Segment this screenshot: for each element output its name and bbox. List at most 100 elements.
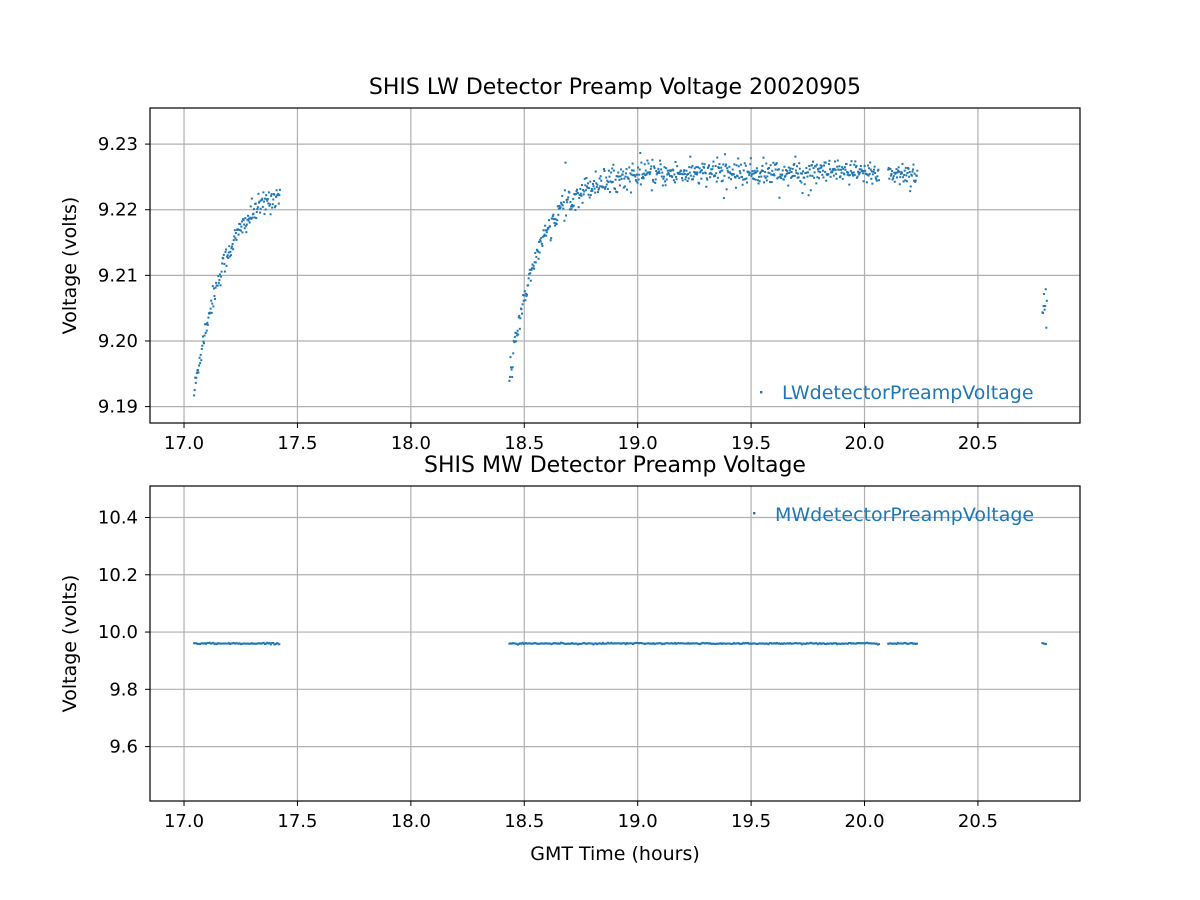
lw-data-point <box>767 166 770 169</box>
mw-data-point <box>594 642 597 645</box>
lw-data-point <box>594 191 597 194</box>
lw-data-point <box>594 170 597 173</box>
mw-data-point <box>1041 642 1044 645</box>
mw-data-point <box>555 642 558 645</box>
mw-legend: MWdetectorPreampVoltage <box>753 504 1034 526</box>
lw-data-point <box>256 208 259 211</box>
mw-data-point <box>547 642 550 645</box>
mw-data-point <box>237 642 240 645</box>
mw-data-point <box>671 642 674 645</box>
lw-data-point <box>725 163 728 166</box>
lw-data-point <box>563 219 566 222</box>
lw-data-point <box>806 175 809 178</box>
mw-data-point <box>537 642 540 645</box>
lw-data-point <box>674 160 677 163</box>
lw-data-point <box>563 189 566 192</box>
mw-data-point <box>732 641 735 644</box>
lw-data-point <box>199 353 202 356</box>
lw-data-point <box>877 179 880 182</box>
lw-data-point <box>545 234 548 237</box>
lw-data-point <box>876 175 879 178</box>
mw-data-point <box>209 642 212 645</box>
lw-data-point <box>838 165 841 168</box>
mw-data-point <box>709 642 712 645</box>
lw-data-point <box>626 176 629 179</box>
lw-data-point <box>646 171 649 174</box>
lw-data-point <box>898 170 901 173</box>
mw-data-point <box>649 642 652 645</box>
mw-data-point <box>738 642 741 645</box>
lw-data-point <box>527 284 530 287</box>
mw-data-point <box>242 642 245 645</box>
lw-data-point <box>914 180 917 183</box>
lw-data-point <box>205 329 208 332</box>
mw-data-point <box>750 642 753 645</box>
lw-data-point <box>863 164 866 167</box>
mw-data-point <box>544 642 547 645</box>
lw-data-point <box>646 159 649 162</box>
lw-data-point <box>604 187 607 190</box>
mw-data-point <box>797 642 800 645</box>
lw-data-point <box>267 202 270 205</box>
lw-data-point <box>205 323 208 326</box>
mw-data-point <box>200 642 203 645</box>
lw-data-point <box>643 163 646 166</box>
lw-data-point <box>667 172 670 175</box>
mw-data-point <box>621 642 624 645</box>
lw-data-point <box>223 270 226 273</box>
mw-data-point <box>559 641 562 644</box>
lw-data-point <box>528 272 531 275</box>
lw-data-point <box>816 168 819 171</box>
lw-data-point <box>758 180 761 183</box>
lw-data-point <box>797 176 800 179</box>
lw-data-point <box>547 227 550 230</box>
lw-data-point <box>787 166 790 169</box>
lw-data-point <box>238 229 241 232</box>
lw-data-point <box>846 171 849 174</box>
mw-data-point <box>795 642 798 645</box>
mw-data-point <box>599 642 602 645</box>
lw-data-point <box>704 172 707 175</box>
lw-x-tick-label: 17.0 <box>164 433 204 454</box>
lw-data-point <box>615 175 618 178</box>
lw-data-point <box>665 178 668 181</box>
lw-data-point <box>744 164 747 167</box>
lw-data-point <box>786 172 789 175</box>
lw-data-point <box>893 180 896 183</box>
lw-data-point <box>872 170 875 173</box>
mw-data-point <box>894 642 897 645</box>
mw-data-point <box>205 642 208 645</box>
lw-data-point <box>560 203 563 206</box>
lw-data-point <box>727 176 730 179</box>
lw-data-point <box>587 193 590 196</box>
lw-data-point <box>509 356 512 359</box>
lw-data-point <box>887 166 890 169</box>
lw-data-point <box>714 164 717 167</box>
lw-data-point <box>632 169 635 172</box>
mw-data-point <box>670 642 673 645</box>
lw-data-point <box>782 178 785 181</box>
lw-data-point <box>598 187 601 190</box>
lw-data-point <box>821 169 824 172</box>
lw-data-point <box>626 188 629 191</box>
mw-data-point <box>604 642 607 645</box>
lw-data-point <box>915 174 918 177</box>
lw-data-point <box>211 302 214 305</box>
lw-data-point <box>841 177 844 180</box>
lw-x-tick-label: 20.5 <box>958 433 998 454</box>
mw-data-point <box>913 642 916 645</box>
mw-data-point <box>610 641 613 644</box>
lw-data-point <box>204 323 207 326</box>
lw-data-point <box>815 163 818 166</box>
lw-grid <box>150 108 1080 423</box>
mw-data-point <box>564 642 567 645</box>
mw-data-point <box>805 642 808 645</box>
lw-data-point <box>675 178 678 181</box>
lw-data-point <box>686 180 689 182</box>
mw-data-point <box>589 642 592 645</box>
lw-data-point <box>862 172 865 175</box>
mw-data-point <box>220 642 223 645</box>
mw-y-ticks: 9.6 9.8 10.0 10.2 10.4 <box>98 508 150 758</box>
lw-data-point <box>235 238 238 241</box>
lw-data-point <box>543 235 546 238</box>
